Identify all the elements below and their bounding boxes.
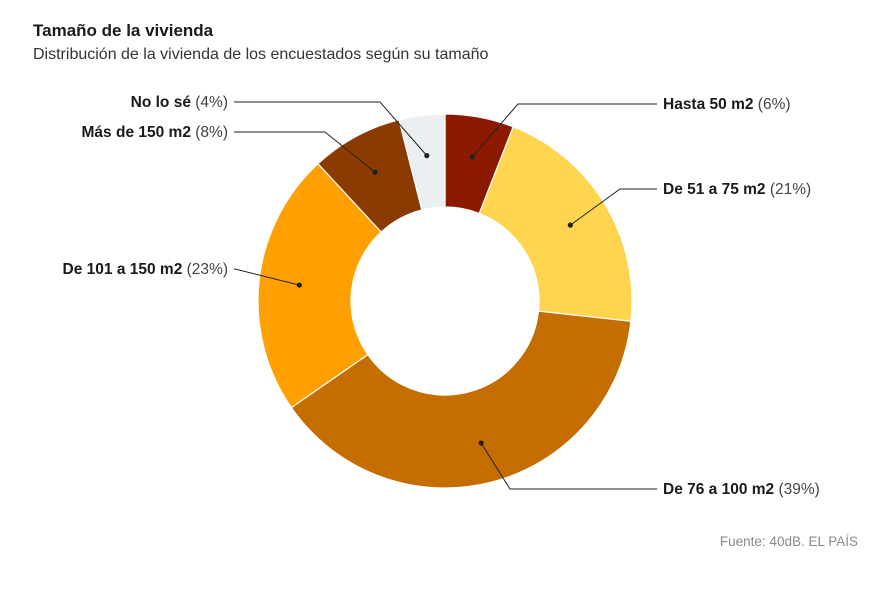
label-pct: (8%) [191, 124, 228, 141]
label-name: De 51 a 75 m2 [663, 181, 766, 198]
label-name: De 76 a 100 m2 [663, 481, 774, 498]
leader-line-no-lo-se [234, 101, 428, 156]
label-de-101-a-150-m2: De 101 a 150 m2 (23%) [63, 261, 228, 278]
label-pct: (6%) [753, 96, 790, 113]
leader-line-de-76-a-100-m2 [480, 442, 657, 490]
label-pct: (21%) [766, 181, 812, 198]
label-name: Más de 150 m2 [82, 124, 191, 141]
slices [257, 113, 633, 489]
label-name: De 101 a 150 m2 [63, 261, 183, 278]
leader-dot-de-51-a-75-m2 [567, 222, 573, 228]
leader-dot-de-101-a-150-m2 [296, 282, 302, 288]
slice-de-76-a-100-m2 [290, 310, 632, 489]
source-note: Fuente: 40dB. EL PAÍS [719, 534, 858, 549]
leader-line-de-101-a-150-m2 [234, 268, 300, 286]
chart-subtitle: Distribución de la vivienda de los encue… [33, 46, 489, 63]
slice-de-101-a-150-m2 [257, 162, 383, 409]
labels: Hasta 50 m2 (6%) De 51 a 75 m2 (21%) De 76… [63, 94, 820, 498]
leader-line-mas-de-150-m2 [234, 131, 376, 173]
label-mas-de-150-m2: Más de 150 m2 (8%) [82, 124, 228, 141]
slice-de-51-a-75-m2 [478, 126, 633, 322]
label-pct: (4%) [191, 94, 228, 111]
leader-dot-de-76-a-100-m2 [478, 440, 484, 446]
leader-dot-mas-de-150-m2 [372, 169, 378, 175]
label-pct: (23%) [182, 261, 228, 278]
chart-header: Tamaño de la vivienda Distribución de la… [33, 20, 488, 66]
label-no-lo-se: No lo sé (4%) [131, 94, 228, 111]
label-name: No lo sé [131, 94, 192, 111]
leader-dot-no-lo-se [424, 153, 430, 159]
leader-dot-hasta-50-m2 [469, 154, 475, 160]
leader-line-de-51-a-75-m2 [570, 188, 657, 226]
chart-title: Tamaño de la vivienda [33, 21, 214, 40]
label-hasta-50-m2: Hasta 50 m2 (6%) [663, 96, 791, 113]
label-de-76-a-100-m2: De 76 a 100 m2 (39%) [663, 481, 820, 498]
leader-line-hasta-50-m2 [471, 103, 657, 158]
slice-no-lo-se [398, 113, 446, 211]
label-pct: (39%) [774, 481, 820, 498]
label-de-51-a-75-m2: De 51 a 75 m2 (21%) [663, 181, 811, 198]
label-name: Hasta 50 m2 [663, 96, 753, 113]
